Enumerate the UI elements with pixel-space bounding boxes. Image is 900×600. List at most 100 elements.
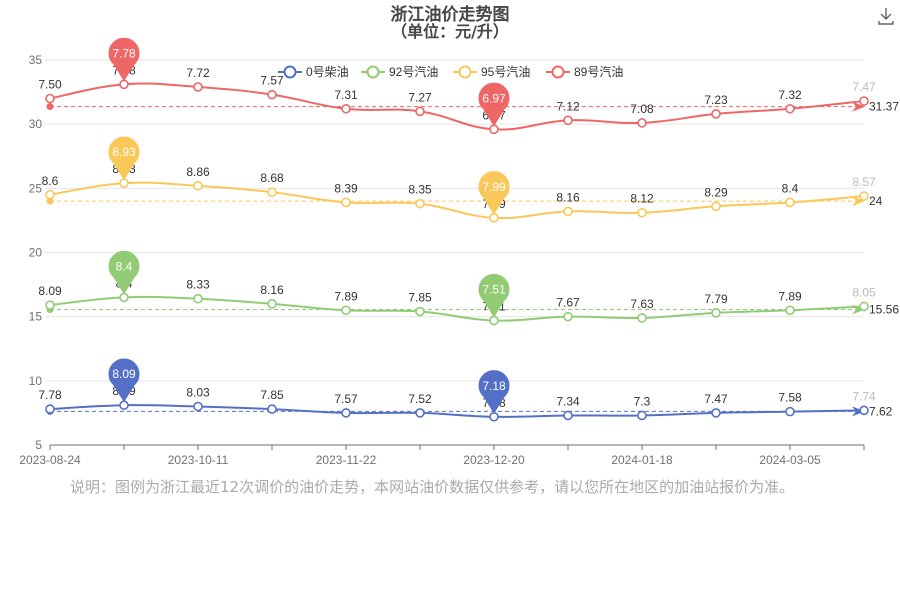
data-label: 7.34 bbox=[556, 394, 580, 408]
series-line bbox=[49, 82, 865, 131]
x-tick-label: 2023-11-22 bbox=[316, 453, 377, 467]
data-point bbox=[785, 305, 795, 316]
y-axis: 5 10 15 20 25 30 35 bbox=[29, 53, 43, 452]
data-point bbox=[637, 313, 647, 323]
data-label: 7.89 bbox=[334, 289, 358, 303]
data-label: 7.47 bbox=[704, 392, 728, 406]
x-tick-label: 2023-12-20 bbox=[463, 453, 525, 467]
data-point bbox=[193, 180, 203, 191]
data-point bbox=[341, 408, 351, 418]
data-point bbox=[341, 197, 351, 208]
series-1: 15.56 8.09 8.4 8.33 8.16 7.89 7.85 7.51 7.67 7.63… bbox=[38, 250, 899, 326]
data-label: 8.03 bbox=[186, 386, 210, 400]
data-point bbox=[711, 201, 721, 212]
data-label: 8.12 bbox=[630, 192, 654, 206]
data-point bbox=[45, 93, 55, 104]
grid bbox=[45, 59, 864, 382]
pin-label: 8.09 bbox=[112, 367, 136, 381]
data-point bbox=[563, 206, 573, 217]
legend-label: 95号汽油 bbox=[481, 64, 530, 79]
data-point bbox=[341, 305, 351, 316]
data-label: 7.31 bbox=[334, 88, 358, 102]
y-tick-label: 30 bbox=[29, 117, 43, 131]
average-start-dot bbox=[46, 197, 54, 205]
data-label: 8.05 bbox=[852, 285, 876, 299]
data-point bbox=[193, 293, 203, 304]
series-3: 31.37 7.50 7.78 7.72 7.57 7.31 7.27 6.97 7.12 7.0… bbox=[38, 37, 899, 135]
data-point bbox=[711, 109, 721, 119]
data-label: 7.58 bbox=[778, 391, 802, 405]
series-2: 24 8.6 8.93 8.86 8.68 8.39 8.35 7.99 8.16 8.12 8.2… bbox=[42, 136, 883, 223]
data-point bbox=[489, 315, 499, 326]
series-line bbox=[49, 404, 865, 418]
max-min-pin bbox=[108, 136, 140, 181]
data-point bbox=[859, 405, 869, 416]
average-label: 15.56 bbox=[869, 302, 899, 316]
data-label: 8.29 bbox=[704, 185, 728, 199]
average-arrow bbox=[852, 101, 865, 112]
y-tick-label: 10 bbox=[29, 374, 43, 388]
pin-label: 8.4 bbox=[116, 259, 133, 273]
data-label: 7.67 bbox=[556, 296, 580, 310]
max-min-pin bbox=[108, 37, 140, 82]
data-point bbox=[859, 96, 869, 106]
data-label: 7.79 bbox=[704, 292, 728, 306]
legend-label: 0号柴油 bbox=[306, 65, 349, 79]
data-label: 8.39 bbox=[334, 181, 358, 195]
data-label: 7.72 bbox=[186, 66, 210, 80]
average-start-dot bbox=[46, 103, 54, 111]
data-point bbox=[267, 187, 277, 197]
data-label: 8.35 bbox=[408, 183, 432, 197]
series-line bbox=[49, 295, 865, 322]
data-label: 7.52 bbox=[408, 392, 432, 406]
data-label: 8.4 bbox=[782, 181, 799, 195]
data-label: 8.86 bbox=[186, 165, 210, 179]
average-label: 7.62 bbox=[869, 404, 893, 418]
legend-marker bbox=[458, 65, 472, 79]
data-point bbox=[341, 103, 351, 114]
average-label: 31.37 bbox=[869, 100, 899, 114]
data-label: 7.57 bbox=[260, 74, 284, 88]
legend-marker bbox=[283, 65, 297, 79]
data-point bbox=[859, 191, 869, 201]
x-tick-label: 2023-08-24 bbox=[19, 453, 81, 467]
data-label: 7.85 bbox=[408, 291, 432, 305]
pin-label: 7.18 bbox=[482, 379, 506, 393]
data-point bbox=[45, 189, 55, 200]
average-arrow bbox=[852, 196, 865, 207]
data-label: 8.57 bbox=[852, 175, 876, 189]
data-label: 8.33 bbox=[186, 278, 210, 292]
data-point bbox=[267, 404, 277, 414]
pin-label: 7.78 bbox=[112, 46, 136, 60]
data-point bbox=[785, 103, 795, 114]
data-point bbox=[637, 410, 647, 421]
data-point bbox=[637, 118, 647, 128]
data-label: 7.78 bbox=[38, 388, 62, 402]
data-label: 8.16 bbox=[260, 283, 284, 297]
data-label: 7.27 bbox=[408, 90, 432, 104]
data-point bbox=[415, 198, 425, 209]
series-line bbox=[49, 181, 865, 220]
average-label: 24 bbox=[869, 194, 883, 208]
data-label: 7.12 bbox=[556, 99, 580, 113]
data-label: 8.16 bbox=[556, 190, 580, 204]
data-point bbox=[415, 306, 425, 317]
data-label: 7.23 bbox=[704, 93, 728, 107]
download-icon[interactable] bbox=[878, 8, 894, 25]
max-min-pin bbox=[108, 250, 140, 295]
y-tick-label: 20 bbox=[29, 246, 43, 260]
data-point bbox=[415, 106, 425, 117]
x-tick-label: 2024-01-18 bbox=[611, 453, 673, 467]
legend: 0号柴油 92号汽油 95号汽油 89号汽油 bbox=[278, 64, 623, 79]
data-label: 7.32 bbox=[778, 88, 802, 102]
legend-label: 92号汽油 bbox=[389, 64, 438, 79]
max-min-pin bbox=[478, 82, 510, 127]
legend-label: 89号汽油 bbox=[574, 64, 623, 79]
data-point bbox=[193, 82, 203, 92]
footnote: 说明：图例为浙江最近12次调价的油价走势，本网站油价数据仅供参考，请以您所在地区… bbox=[70, 478, 795, 496]
data-point bbox=[45, 300, 55, 310]
data-point bbox=[489, 213, 499, 223]
average-arrow bbox=[852, 304, 865, 315]
data-point bbox=[563, 410, 573, 421]
